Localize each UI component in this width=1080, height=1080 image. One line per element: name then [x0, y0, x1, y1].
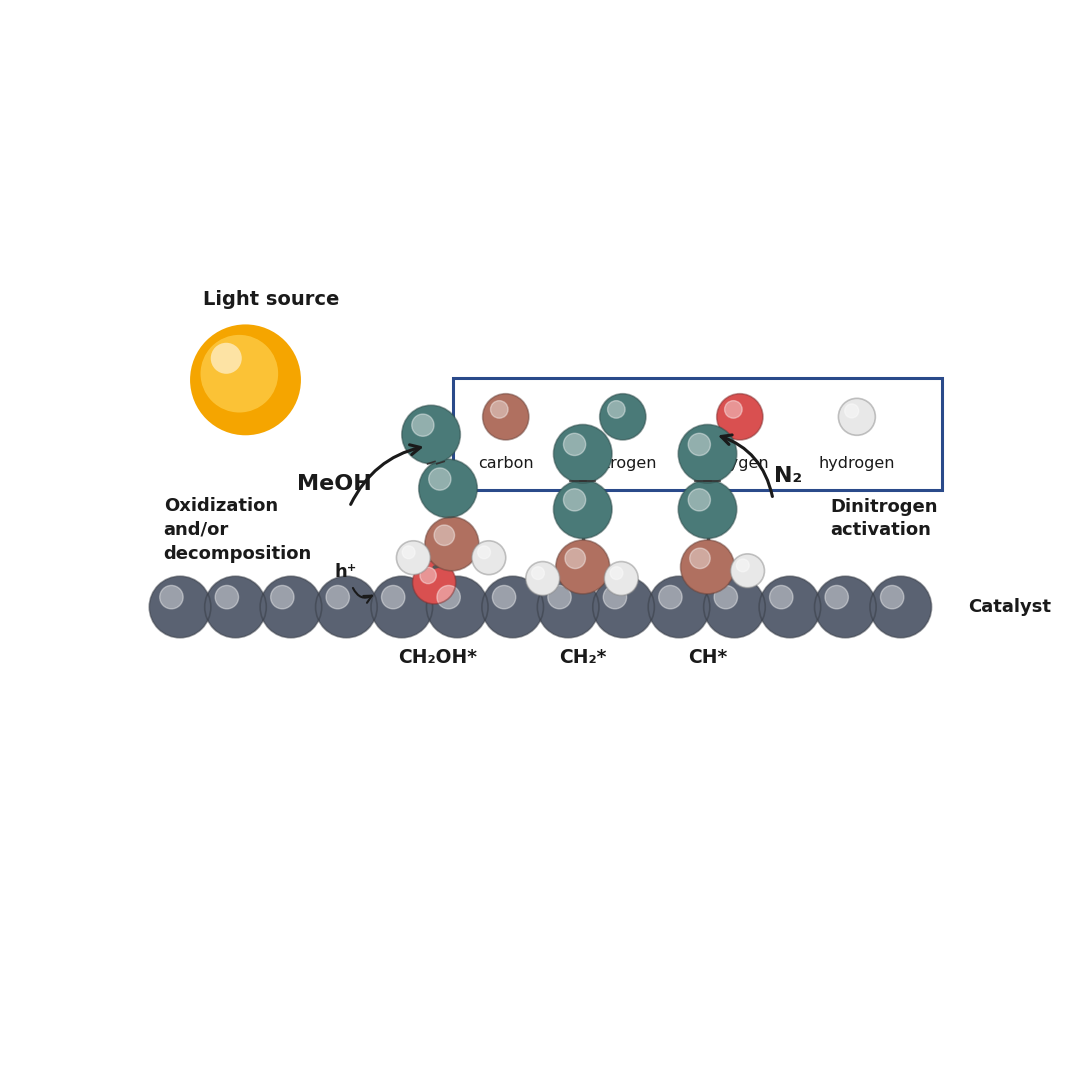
Circle shape [477, 545, 490, 558]
Circle shape [678, 424, 737, 483]
Circle shape [870, 577, 932, 638]
Circle shape [149, 577, 211, 638]
Circle shape [845, 404, 859, 418]
Text: Light source: Light source [203, 289, 339, 309]
Circle shape [201, 335, 279, 413]
Circle shape [160, 585, 184, 609]
Circle shape [825, 585, 849, 609]
Circle shape [419, 459, 477, 517]
Circle shape [434, 525, 455, 545]
Circle shape [372, 577, 433, 638]
Text: CH*: CH* [688, 648, 727, 666]
Circle shape [730, 554, 765, 588]
Circle shape [759, 577, 821, 638]
Text: Catalyst: Catalyst [968, 598, 1051, 616]
Circle shape [271, 585, 294, 609]
Circle shape [482, 577, 543, 638]
Circle shape [737, 559, 750, 571]
Circle shape [814, 577, 876, 638]
Circle shape [472, 541, 505, 575]
Circle shape [604, 585, 626, 609]
FancyBboxPatch shape [454, 378, 943, 489]
Text: carbon: carbon [478, 456, 534, 471]
Circle shape [492, 585, 516, 609]
Circle shape [605, 562, 638, 595]
Text: h⁺: h⁺ [335, 564, 356, 581]
Circle shape [564, 433, 585, 456]
Circle shape [648, 577, 710, 638]
Circle shape [564, 489, 585, 511]
Circle shape [424, 517, 478, 571]
Circle shape [315, 577, 377, 638]
Circle shape [548, 585, 571, 609]
Circle shape [381, 585, 405, 609]
Circle shape [215, 585, 239, 609]
Circle shape [688, 489, 711, 511]
Circle shape [565, 548, 585, 568]
Circle shape [205, 577, 267, 638]
Text: oxygen: oxygen [711, 456, 769, 471]
Circle shape [190, 324, 301, 435]
Circle shape [880, 585, 904, 609]
Text: Oxidization
and/or
decomposition: Oxidization and/or decomposition [164, 498, 312, 563]
Text: nitrogen: nitrogen [589, 456, 657, 471]
Circle shape [427, 577, 488, 638]
Circle shape [725, 401, 742, 418]
Circle shape [526, 562, 559, 595]
Circle shape [770, 585, 793, 609]
Circle shape [413, 561, 456, 604]
Circle shape [538, 577, 599, 638]
Text: CH₂*: CH₂* [559, 648, 607, 666]
Text: MeOH: MeOH [297, 474, 372, 494]
Circle shape [420, 567, 436, 583]
Circle shape [396, 541, 430, 575]
Circle shape [411, 414, 434, 436]
Circle shape [704, 577, 766, 638]
Circle shape [680, 540, 734, 594]
Text: hydrogen: hydrogen [819, 456, 895, 471]
Circle shape [531, 567, 544, 580]
Circle shape [688, 433, 711, 456]
Circle shape [608, 401, 625, 418]
Circle shape [483, 394, 529, 440]
Circle shape [260, 577, 322, 638]
Circle shape [838, 399, 876, 435]
Text: N₂: N₂ [774, 467, 802, 486]
Text: Dinitrogen
activation: Dinitrogen activation [831, 498, 939, 539]
Circle shape [678, 480, 737, 539]
Circle shape [429, 468, 451, 490]
Circle shape [690, 548, 711, 568]
Text: CH₂OH*: CH₂OH* [399, 648, 477, 666]
Circle shape [659, 585, 683, 609]
Circle shape [554, 480, 612, 539]
Circle shape [610, 567, 623, 580]
Circle shape [437, 585, 460, 609]
Circle shape [402, 545, 415, 558]
Circle shape [490, 401, 508, 418]
Circle shape [593, 577, 654, 638]
Circle shape [556, 540, 610, 594]
Circle shape [554, 424, 612, 483]
Circle shape [402, 405, 460, 463]
Circle shape [717, 394, 762, 440]
Circle shape [326, 585, 350, 609]
Circle shape [599, 394, 646, 440]
Circle shape [211, 342, 242, 374]
Circle shape [714, 585, 738, 609]
